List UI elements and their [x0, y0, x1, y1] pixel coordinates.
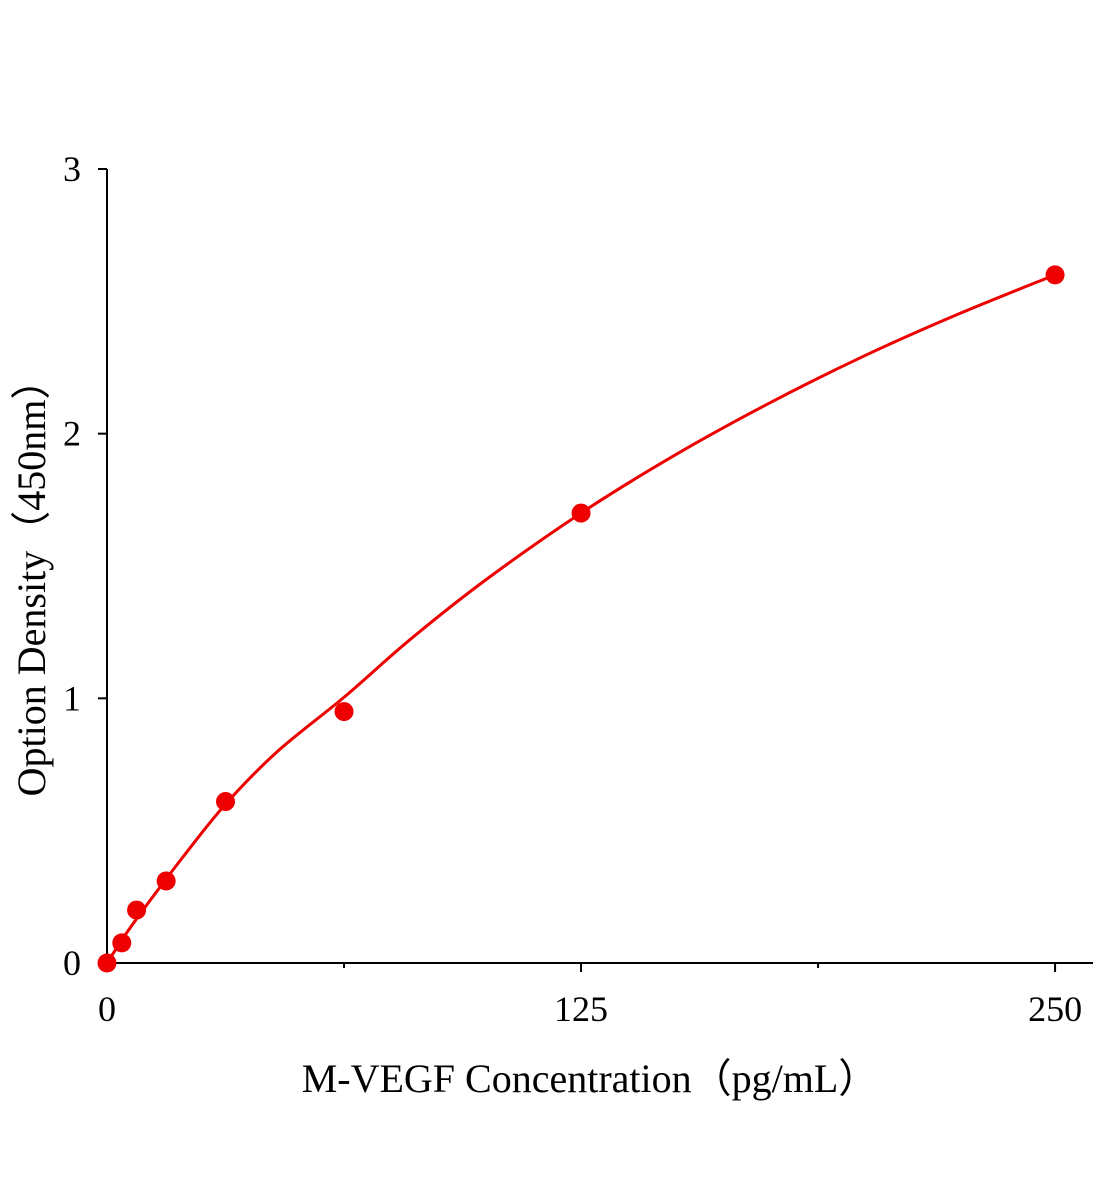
data-point: [571, 503, 591, 523]
data-point: [127, 900, 147, 920]
x-tick-label: 0: [98, 989, 116, 1029]
data-point: [156, 871, 176, 891]
x-tick-label: 250: [1028, 989, 1082, 1029]
data-point: [216, 792, 236, 812]
y-axis-title: Option Density（450nm）: [9, 360, 54, 797]
y-tick-label: 2: [63, 414, 81, 454]
data-point: [1045, 265, 1065, 285]
data-point: [112, 933, 132, 953]
y-tick-label: 3: [63, 149, 81, 189]
y-tick-label: 1: [63, 678, 81, 718]
x-axis-title: M-VEGF Concentration（pg/mL）: [302, 1056, 879, 1101]
y-tick-label: 0: [63, 943, 81, 983]
x-tick-label: 125: [554, 989, 608, 1029]
data-point: [334, 702, 354, 722]
fit-curve: [105, 273, 1056, 964]
data-point: [97, 953, 117, 973]
